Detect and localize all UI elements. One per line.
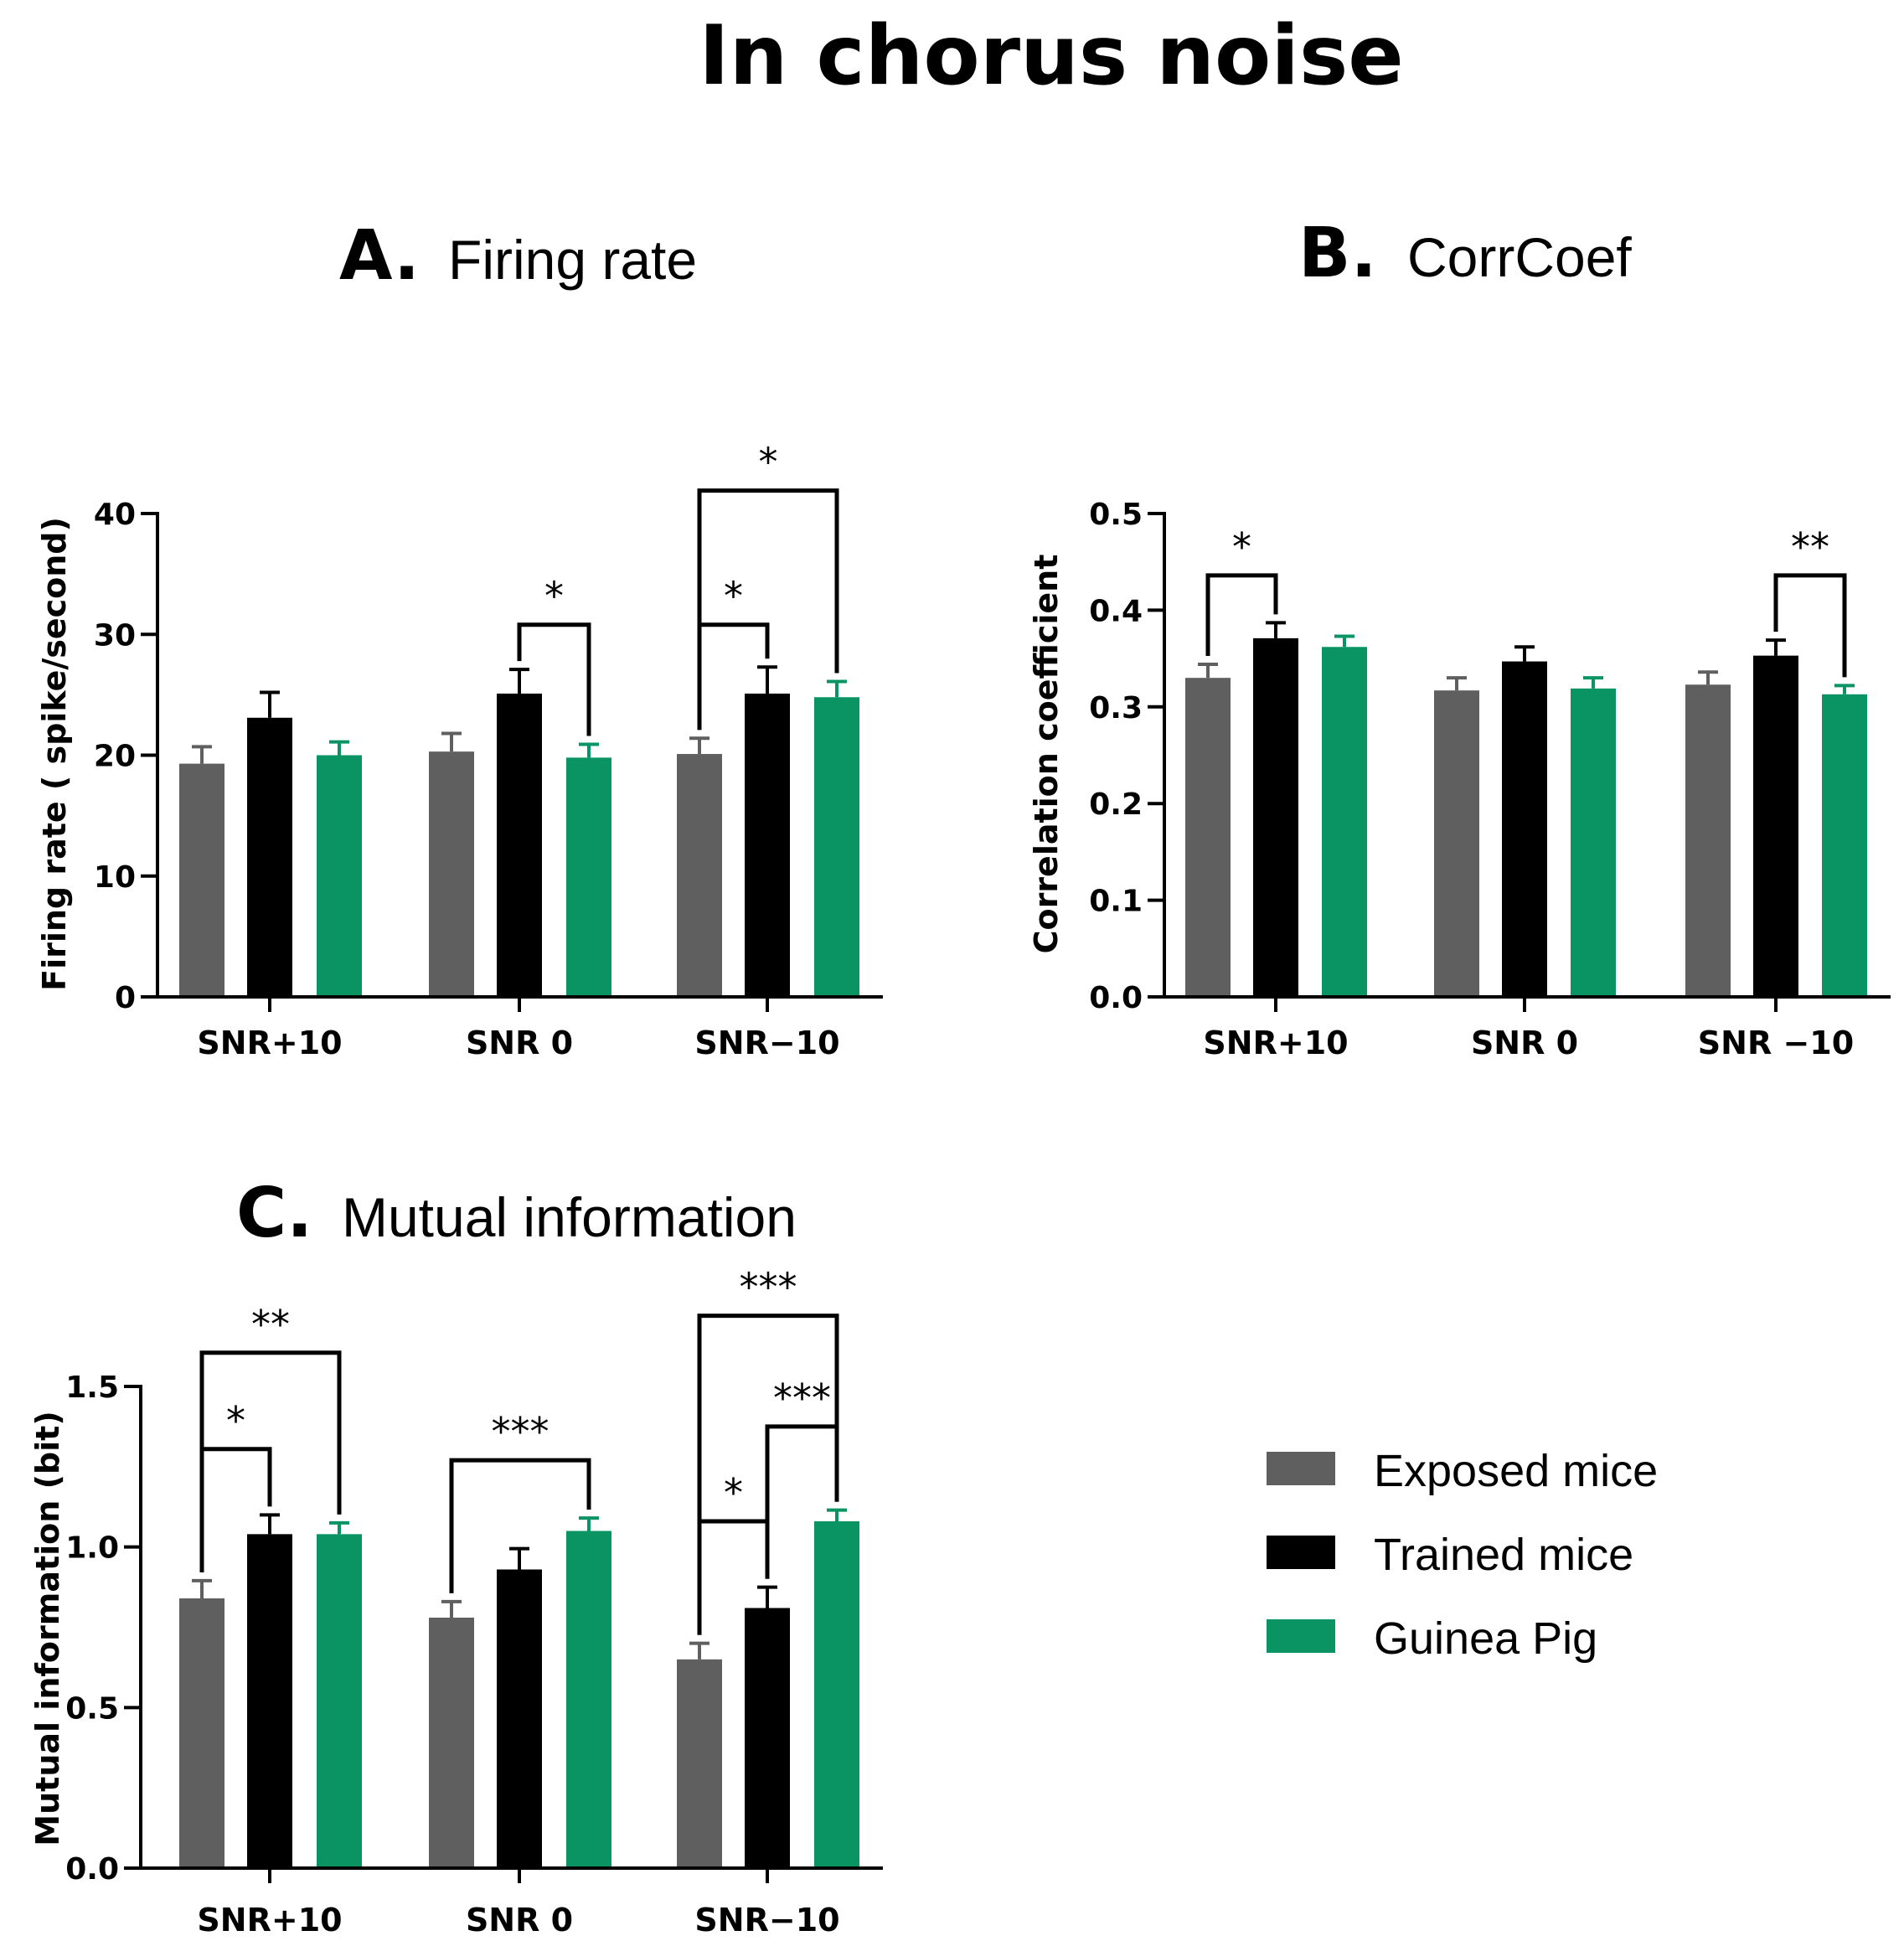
panel-c-significance-bracket <box>199 1350 342 1572</box>
panel-a-bar-trained-mice-snr-10 <box>745 693 790 997</box>
panel-c-bar-trained-mice-snr-0 <box>497 1569 542 1868</box>
panel-a-significance-label: * <box>759 440 778 485</box>
panel-b-y-tick-label: 0.4 <box>1089 594 1143 628</box>
panel-b-significance-label: ** <box>1791 524 1829 570</box>
panel-c: C. Mutual information <box>236 1174 797 1253</box>
panel-a-bar-exposed-mice-snr-10 <box>677 754 722 997</box>
panel-a: A. Firing rate <box>339 216 697 296</box>
legend: Exposed mice Trained mice Guinea Pig <box>1267 1446 1658 1664</box>
panel-b-category-label: SNR+10 <box>1203 1025 1348 1061</box>
panel-c-bar-exposed-mice-snr-0 <box>429 1618 474 1868</box>
panel-b-y-tick-label: 0.1 <box>1089 885 1143 919</box>
panel-c-y-tick-label: 1.5 <box>65 1371 119 1405</box>
panel-c-category-label: SNR+10 <box>197 1902 342 1938</box>
legend-swatch-trained-mice <box>1267 1536 1335 1569</box>
panel-a-significance-label: * <box>544 574 564 619</box>
legend-label-guinea-pig: Guinea Pig <box>1374 1613 1597 1664</box>
panel-c-y-tick-label: 0.5 <box>65 1691 119 1726</box>
panel-c-y-axis-title: Mutual information (bit) <box>29 1411 66 1845</box>
panel-a-y-tick-label: 20 <box>94 740 136 774</box>
panel-b-plot: 0.0 0.1 0.2 0.3 0.4 0.5 SNR+10 SNR 0 SNR −10 Corr… <box>1028 498 1891 1061</box>
panel-a-bar-trained-mice-snr-10 <box>247 717 292 997</box>
panel-a-y-axis-title: Firing rate ( spike/second) <box>36 517 73 991</box>
panel-c-bar-exposed-mice-snr-10 <box>677 1659 722 1868</box>
panel-a-bar-exposed-mice-snr-10 <box>179 763 224 997</box>
panel-b-category-label: SNR 0 <box>1471 1025 1578 1061</box>
panel-b-category-label: SNR −10 <box>1698 1025 1854 1061</box>
figure-title: In chorus noise <box>699 8 1404 104</box>
panel-b-bar-trained-mice-snr-10 <box>1253 638 1298 997</box>
panel-b-significance-label: * <box>1232 524 1251 570</box>
panel-c-significance-label: *** <box>773 1376 831 1421</box>
panel-c-category-label: SNR−10 <box>694 1902 839 1938</box>
panel-b-bar-guinea-pig-snr-10 <box>1822 694 1867 997</box>
panel-a-significance-bracket <box>697 488 839 730</box>
panel-a-bar-guinea-pig-snr-10 <box>317 755 362 997</box>
panel-b-y-axis-title: Correlation coefficient <box>1028 555 1065 954</box>
panel-b-significance-bracket <box>1773 573 1847 678</box>
panel-a-y-tick-label: 40 <box>94 498 136 532</box>
panel-a-bar-trained-mice-snr-0 <box>497 693 542 997</box>
panel-a-bar-guinea-pig-snr-0 <box>566 757 611 997</box>
panel-b-bar-exposed-mice-snr-10 <box>1185 678 1231 997</box>
panel-c-bar-guinea-pig-snr-0 <box>566 1531 611 1868</box>
panel-c-significance-label: *** <box>740 1265 797 1310</box>
panel-b-y-tick-label: 0.5 <box>1089 498 1143 532</box>
panel-b-bar-guinea-pig-snr-10 <box>1322 647 1367 997</box>
panel-a-category-label: SNR 0 <box>466 1025 573 1061</box>
panel-c-significance-label: * <box>724 1470 743 1515</box>
panel-b-y-tick-label: 0.0 <box>1089 981 1143 1015</box>
panel-a-category-label: SNR−10 <box>694 1025 839 1061</box>
panel-b-title: CorrCoef <box>1407 226 1632 288</box>
panel-c-bar-exposed-mice-snr-10 <box>179 1598 224 1868</box>
panel-b-y-tick-label: 0.2 <box>1089 787 1143 822</box>
panel-b-letter: B. <box>1298 214 1377 293</box>
panel-c-bar-guinea-pig-snr-10 <box>814 1521 859 1868</box>
panel-b-bar-exposed-mice-snr-0 <box>1434 690 1479 997</box>
panel-c-letter: C. <box>236 1174 312 1253</box>
panel-c-y-tick-label: 1.0 <box>65 1531 119 1566</box>
panel-c-plot: 0.0 0.5 1.0 1.5 SNR+10 SNR 0 SNR−10 Mutual info… <box>29 1265 883 1938</box>
panel-b: B. CorrCoef <box>1298 214 1632 293</box>
panel-a-significance-bracket <box>517 622 591 736</box>
panel-a-y-tick-label: 10 <box>94 860 136 895</box>
panel-a-bar-guinea-pig-snr-10 <box>814 697 859 997</box>
panel-a-bar-exposed-mice-snr-0 <box>429 751 474 997</box>
panel-a-significance-label: * <box>724 574 743 619</box>
panel-a-title: Firing rate <box>448 229 697 291</box>
panel-c-significance-label: *** <box>492 1409 550 1454</box>
panel-b-bar-guinea-pig-snr-0 <box>1571 688 1616 997</box>
panel-c-title: Mutual information <box>342 1186 797 1248</box>
panel-b-significance-bracket <box>1205 573 1278 657</box>
panel-c-bar-trained-mice-snr-10 <box>745 1608 790 1868</box>
legend-label-trained-mice: Trained mice <box>1374 1530 1633 1580</box>
panel-c-y-tick-label: 0.0 <box>65 1852 119 1887</box>
panel-a-category-label: SNR+10 <box>197 1025 342 1061</box>
legend-label-exposed-mice: Exposed mice <box>1374 1446 1658 1496</box>
panel-a-letter: A. <box>339 216 420 296</box>
panel-c-category-label: SNR 0 <box>466 1902 573 1938</box>
panel-c-significance-bracket <box>449 1458 591 1593</box>
panel-c-significance-bracket <box>697 1314 839 1635</box>
panel-c-bar-trained-mice-snr-10 <box>247 1534 292 1868</box>
panel-b-bar-exposed-mice-snr-10 <box>1685 684 1731 997</box>
panel-b-bar-trained-mice-snr-10 <box>1753 655 1798 997</box>
panel-a-plot: 0 10 20 30 40 SNR+10 SNR 0 SNR−10 Firing rate ( … <box>36 440 883 1061</box>
panel-b-y-tick-label: 0.3 <box>1089 691 1143 725</box>
panel-c-significance-label: ** <box>251 1302 290 1347</box>
panel-c-significance-label: * <box>226 1398 245 1443</box>
panel-a-y-tick-label: 30 <box>94 618 136 653</box>
panel-c-bar-guinea-pig-snr-10 <box>317 1534 362 1868</box>
panel-a-y-tick-label: 0 <box>115 981 136 1015</box>
legend-swatch-exposed-mice <box>1267 1452 1335 1485</box>
legend-swatch-guinea-pig <box>1267 1619 1335 1653</box>
panel-b-bar-trained-mice-snr-0 <box>1502 661 1547 997</box>
